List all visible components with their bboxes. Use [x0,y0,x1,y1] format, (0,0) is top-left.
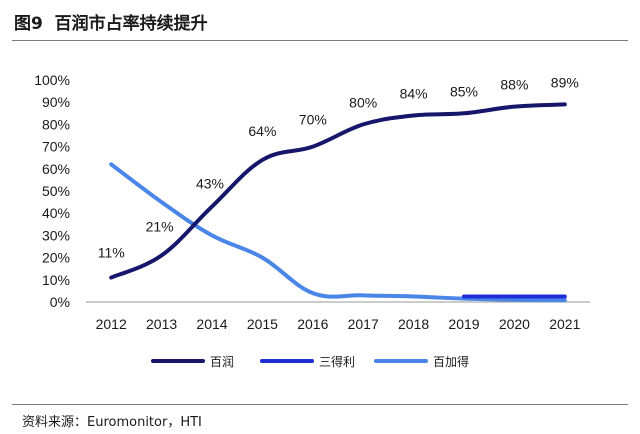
y-tick-label: 100% [34,72,70,88]
y-tick-label: 90% [42,94,70,110]
y-tick-label: 30% [42,227,70,243]
x-tick-label: 2014 [196,316,227,332]
footer-divider [12,404,628,405]
legend-label-bacardi: 百加得 [433,354,469,369]
data-label: 11% [98,245,125,261]
x-tick-label: 2013 [146,316,177,332]
x-tick-label: 2019 [448,316,479,332]
data-labels: 11% 21% 43% 64% 70% 80% 84% 85% 88% 89% [98,74,579,260]
y-tick-label: 50% [42,183,70,199]
data-label: 43% [196,176,224,192]
x-axis: 2012 2013 2014 2015 2016 2017 2018 2019 2020 2021 [96,316,581,332]
header-divider [12,40,628,41]
legend: 百润 三得利 百加得 [151,354,469,369]
x-tick-label: 2015 [247,316,278,332]
x-tick-label: 2016 [297,316,328,332]
data-label: 89% [551,74,579,90]
line-chart: 0%10%20%30%40%50%60%70%80%90%100% 2012 20… [34,72,590,369]
y-tick-label: 40% [42,205,70,221]
x-tick-label: 2012 [96,316,127,332]
x-tick-label: 2018 [398,316,429,332]
legend-label-bairun: 百润 [210,355,234,369]
y-tick-label: 60% [42,161,70,177]
data-label: 88% [500,77,528,93]
data-label: 64% [248,123,276,139]
source-note: 资料来源：Euromonitor，HTI [22,415,202,430]
figure-header: 图9 百润市占率持续提升 [14,8,208,34]
data-label: 84% [400,86,428,102]
y-axis: 0% 10% 20% 30% 40% 50% 60% 70% 80% 90% 100% [34,72,70,310]
x-tick-label: 2020 [499,316,530,332]
series-line-bacardi [109,162,567,303]
y-tick-label: 0% [50,294,70,310]
legend-label-suntory: 三得利 [319,354,355,369]
y-tick-label: 20% [42,250,70,266]
y-tick-label: 10% [42,272,70,288]
y-tick-label: 70% [42,139,70,155]
x-tick-label: 2017 [348,316,379,332]
data-label: 85% [450,83,478,99]
figure-title: 图9 百润市占率持续提升 [14,13,208,34]
series-line-bairun [109,102,567,280]
y-tick-label: 80% [42,116,70,132]
x-tick-label: 2021 [549,316,580,332]
series-layer [109,102,567,303]
data-label: 80% [349,94,377,110]
data-label: 21% [146,218,174,234]
data-label: 70% [299,112,327,128]
